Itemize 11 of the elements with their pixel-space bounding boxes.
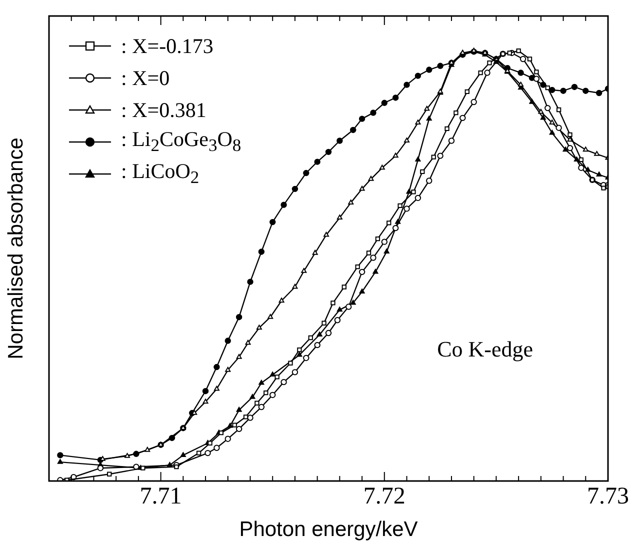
x-axis-title: Photon energy/keV	[239, 518, 418, 542]
legend-label: : Li$_{2}$CoGe$_{3}$O$_{8}$	[121, 127, 242, 157]
legend-label: : LiCoO$_{2}$	[121, 159, 200, 189]
legend-label: : X=0	[121, 66, 170, 90]
x-tick-label: 7.72	[363, 484, 406, 510]
x-tick-label: 7.71	[140, 484, 182, 510]
x-tick-label: 7.73	[587, 484, 629, 510]
y-axis-title: Normalised absorbance	[4, 138, 28, 360]
legend-label: : X=-0.173	[121, 34, 214, 58]
legend-label: : X=0.381	[121, 98, 206, 122]
annotation: Co K-edge	[437, 336, 533, 362]
